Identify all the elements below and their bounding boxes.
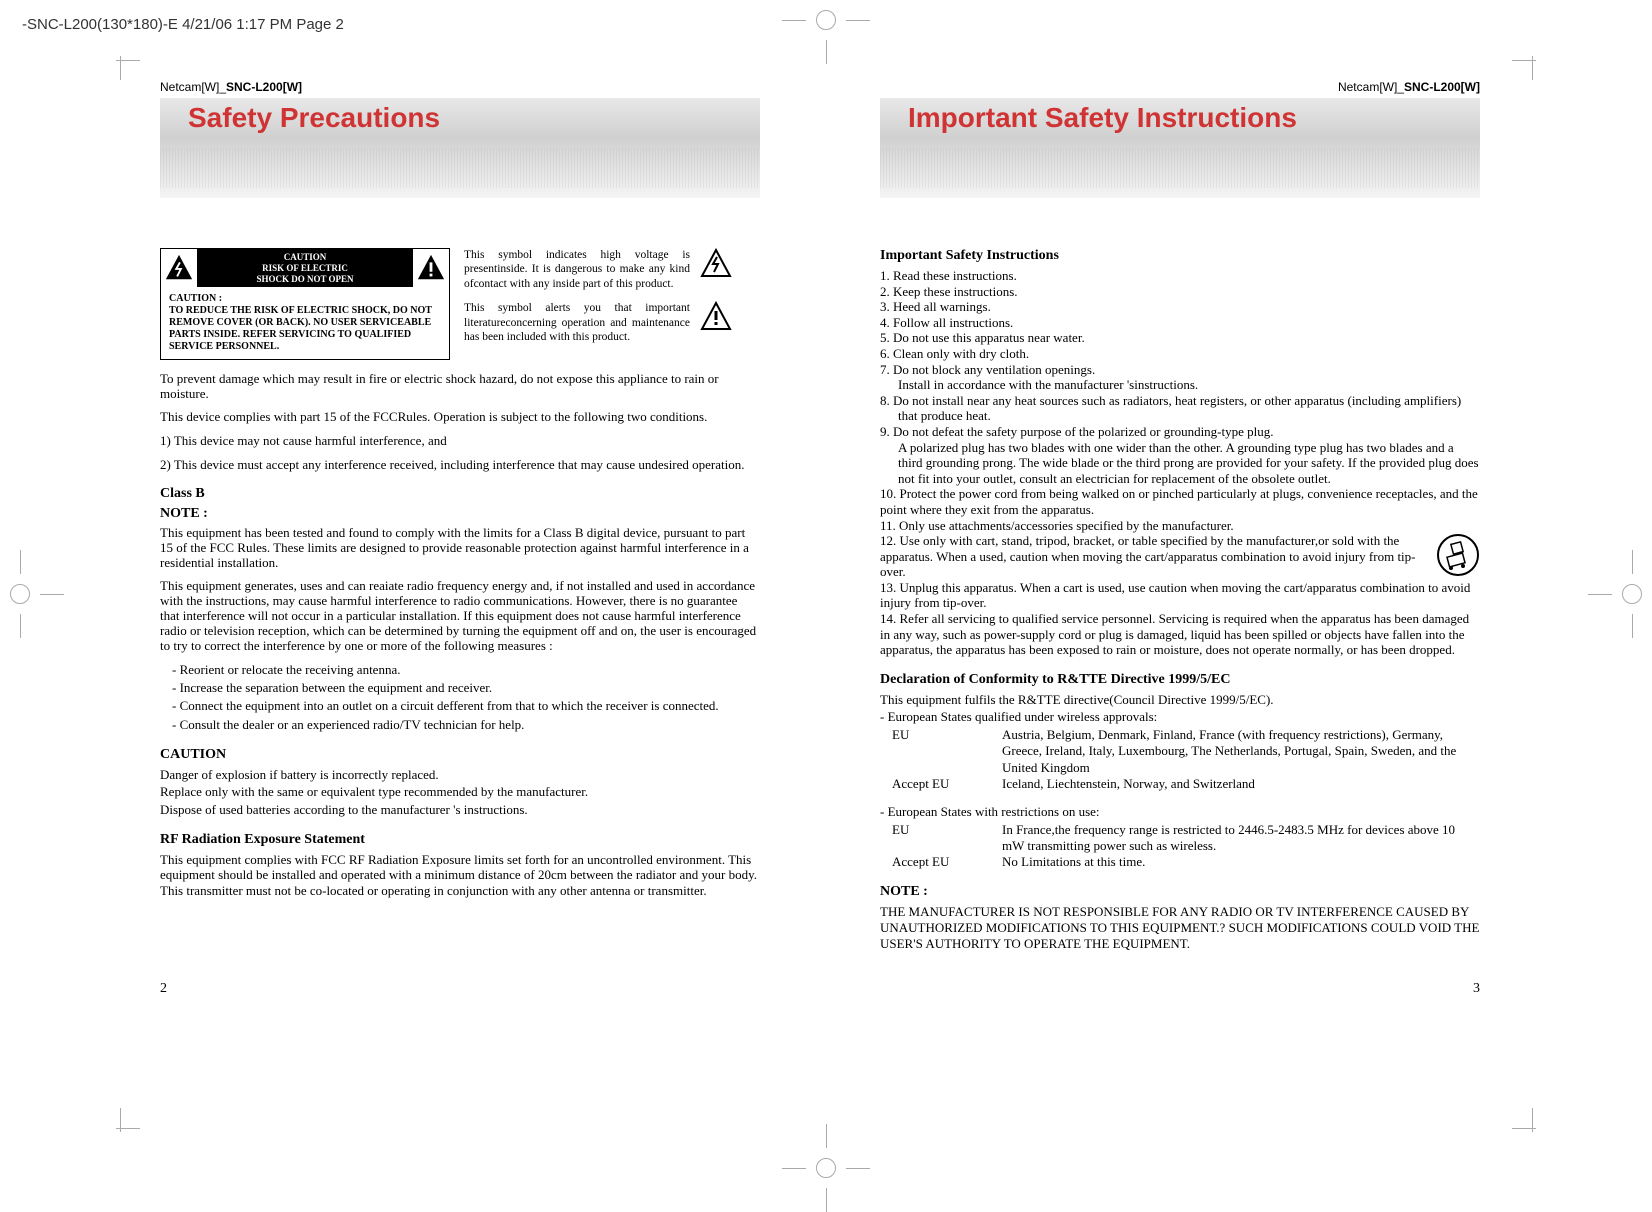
- crop-mark-bottom: [806, 1148, 846, 1188]
- list-item: 7. Do not block any ventilation openings…: [880, 362, 1480, 378]
- crop-corner-tl: [100, 40, 140, 80]
- list-item: 11. Only use attachments/accessories spe…: [880, 518, 1480, 534]
- page-right: Netcam[W]_SNC-L200[W] Important Safety I…: [850, 80, 1510, 959]
- table-row: EUIn France,the frequency range is restr…: [880, 822, 1480, 855]
- list-item: 6. Clean only with dry cloth.: [880, 346, 1480, 362]
- classb-p2: This equipment generates, uses and can r…: [160, 579, 760, 654]
- para-cond1: 1) This device may not cause harmful int…: [160, 433, 760, 449]
- page-number-right: 3: [1473, 981, 1480, 997]
- spread: Netcam[W]_SNC-L200[W] Safety Precautions…: [130, 80, 1530, 959]
- isi-list: 1. Read these instructions. 2. Keep thes…: [880, 268, 1480, 658]
- para-cond2: 2) This device must accept any interfere…: [160, 457, 760, 473]
- classb-p1: This equipment has been tested and found…: [160, 526, 760, 571]
- banner-right: Important Safety Instructions: [880, 98, 1480, 198]
- table-row: EUAustria, Belgium, Denmark, Finland, Fr…: [880, 727, 1480, 776]
- high-voltage-icon: [161, 250, 197, 286]
- classb-head: Class B: [160, 486, 760, 502]
- list-item: Install in accordance with the manufactu…: [898, 377, 1480, 393]
- list-item: 3. Heed all warnings.: [880, 299, 1480, 315]
- caution-head-2: CAUTION: [160, 747, 760, 763]
- para-fcc: This device complies with part 15 of the…: [160, 410, 760, 425]
- symbol-hv-text: This symbol indicates high voltage is pr…: [464, 248, 690, 291]
- list-item: 5. Do not use this apparatus near water.: [880, 330, 1480, 346]
- caution-l1: Danger of explosion if battery is incorr…: [160, 767, 760, 783]
- file-header-meta: -SNC-L200(130*180)-E 4/21/06 1:17 PM Pag…: [22, 16, 344, 33]
- list-item: 12. Use only with cart, stand, tripod, b…: [880, 533, 1480, 580]
- list-item: 8. Do not install near any heat sources …: [880, 393, 1480, 409]
- note-head: NOTE :: [160, 506, 760, 522]
- page-number-left: 2: [160, 981, 167, 997]
- caution-box: CAUTION RISK OF ELECTRIC SHOCK DO NOT OP…: [160, 248, 760, 360]
- caution-l3: Dispose of used batteries according to t…: [160, 802, 760, 818]
- crop-corner-bl: [100, 1108, 140, 1148]
- list-item: that produce heat.: [898, 408, 1480, 424]
- page-title-left: Safety Precautions: [188, 102, 440, 134]
- list-item: - Connect the equipment into an outlet o…: [182, 698, 760, 714]
- triangle-exclaim-icon: [698, 301, 734, 333]
- measures-list: - Reorient or relocate the receiving ant…: [182, 662, 760, 733]
- symbol-manual-text: This symbol alerts you that important li…: [464, 301, 690, 344]
- list-item: 9. Do not defeat the safety purpose of t…: [880, 424, 1480, 440]
- list-item: - Consult the dealer or an experienced r…: [182, 717, 760, 733]
- page-title-right: Important Safety Instructions: [908, 102, 1297, 134]
- list-item: 2. Keep these instructions.: [880, 284, 1480, 300]
- list-item: - Increase the separation between the eq…: [182, 680, 760, 696]
- table-row: Accept EUIceland, Liechtenstein, Norway,…: [880, 776, 1480, 792]
- para-prevent-damage: To prevent damage which may result in fi…: [160, 372, 760, 402]
- list-item: - Reorient or relocate the receiving ant…: [182, 662, 760, 678]
- list-item: 4. Follow all instructions.: [880, 315, 1480, 331]
- page-left: Netcam[W]_SNC-L200[W] Safety Precautions…: [130, 80, 790, 959]
- decl-p1: This equipment fulfils the R&TTE directi…: [880, 692, 1480, 708]
- crop-mark-left: [0, 574, 40, 614]
- list-item: A polarized plug has two blades with one…: [898, 440, 1480, 487]
- triangle-bolt-icon: [698, 248, 734, 280]
- caution-header-label: CAUTION RISK OF ELECTRIC SHOCK DO NOT OP…: [197, 249, 413, 287]
- list-item: 1. Read these instructions.: [880, 268, 1480, 284]
- list-item: 13. Unplug this apparatus. When a cart i…: [880, 580, 1480, 611]
- list-item: 14. Refer all servicing to qualified ser…: [880, 611, 1480, 658]
- warning-icon: [413, 250, 449, 286]
- banner-left: Safety Precautions: [160, 98, 760, 198]
- cart-tipover-icon: [1436, 533, 1480, 577]
- isi-head: Important Safety Instructions: [880, 248, 1480, 264]
- decl-head: Declaration of Conformity to R&TTE Direc…: [880, 672, 1480, 688]
- crop-corner-tr: [1512, 40, 1552, 80]
- model-label-left: Netcam[W]_SNC-L200[W]: [160, 80, 760, 94]
- crop-mark-top: [806, 0, 846, 40]
- caution-l2: Replace only with the same or equivalent…: [160, 784, 760, 800]
- crop-mark-right: [1612, 574, 1652, 614]
- table-row: Accept EUNo Limitations at this time.: [880, 854, 1480, 870]
- model-label-right: Netcam[W]_SNC-L200[W]: [880, 80, 1480, 94]
- note2-body: THE MANUFACTURER IS NOT RESPONSIBLE FOR …: [880, 904, 1480, 951]
- note2-head: NOTE :: [880, 884, 1480, 900]
- decl-p2: - European States qualified under wirele…: [880, 709, 1480, 725]
- caution-body-text: CAUTION : TO REDUCE THE RISK OF ELECTRIC…: [161, 287, 449, 359]
- rf-head: RF Radiation Exposure Statement: [160, 832, 760, 848]
- crop-corner-br: [1512, 1108, 1552, 1148]
- list-item: 10. Protect the power cord from being wa…: [880, 486, 1480, 517]
- decl-p3: - European States with restrictions on u…: [880, 804, 1480, 820]
- rf-body: This equipment complies with FCC RF Radi…: [160, 852, 760, 899]
